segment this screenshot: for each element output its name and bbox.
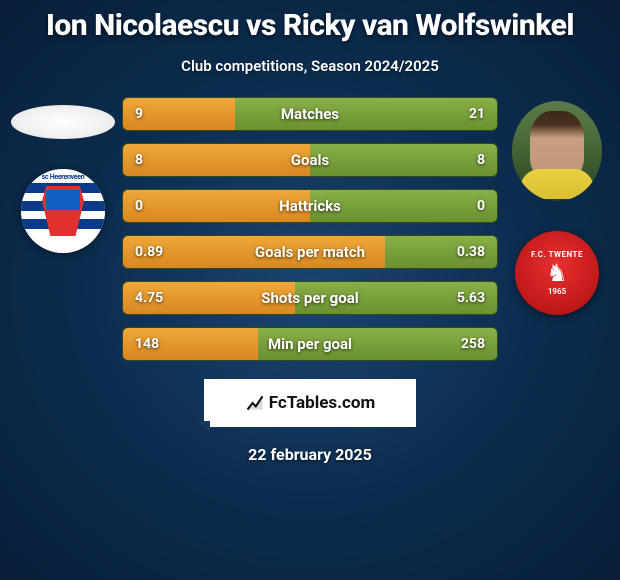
stats-column: 9 Matches 21 8 Goals 8 0 Hattricks 0	[118, 97, 502, 361]
branding-text: FcTables.com	[269, 393, 375, 413]
stat-row: 4.75 Shots per goal 5.63	[122, 281, 498, 315]
player-left-avatar	[11, 105, 115, 139]
stat-value-right: 0	[477, 198, 485, 214]
stat-label: Min per goal	[123, 335, 497, 353]
stat-row: 0 Hattricks 0	[122, 189, 498, 223]
stat-label: Matches	[123, 105, 497, 123]
right-side: F.C. TWENTE ♞ 1965	[502, 97, 612, 315]
stat-row: 8 Goals 8	[122, 143, 498, 177]
club-right-year: 1965	[531, 287, 583, 296]
stat-row: 0.89 Goals per match 0.38	[122, 235, 498, 269]
page-subtitle: Club competitions, Season 2024/2025	[0, 57, 620, 75]
comparison-date: 22 february 2025	[0, 445, 620, 464]
club-logo-right: F.C. TWENTE ♞ 1965	[515, 231, 599, 315]
stat-label: Shots per goal	[123, 289, 497, 307]
club-right-name: F.C. TWENTE	[531, 250, 583, 259]
player-right-avatar	[512, 101, 602, 201]
club-logo-left: sc Heerenveen	[21, 169, 105, 253]
branding-badge: FcTables.com	[204, 379, 416, 427]
stat-label: Hattricks	[123, 197, 497, 215]
stat-value-right: 258	[461, 336, 485, 352]
stat-value-right: 5.63	[457, 290, 485, 306]
stat-value-right: 8	[477, 152, 485, 168]
stat-row: 148 Min per goal 258	[122, 327, 498, 361]
stat-label: Goals	[123, 151, 497, 169]
stat-row: 9 Matches 21	[122, 97, 498, 131]
stat-value-right: 21	[469, 106, 485, 122]
club-left-name: sc Heerenveen	[21, 173, 105, 181]
horse-icon: ♞	[531, 261, 583, 285]
left-side: sc Heerenveen	[8, 97, 118, 253]
page-title: Ion Nicolaescu vs Ricky van Wolfswinkel	[0, 8, 620, 43]
comparison-row: sc Heerenveen 9 Matches 21 8	[0, 97, 620, 361]
stat-label: Goals per match	[123, 243, 497, 261]
stat-value-right: 0.38	[457, 244, 485, 260]
chart-icon	[245, 393, 265, 413]
